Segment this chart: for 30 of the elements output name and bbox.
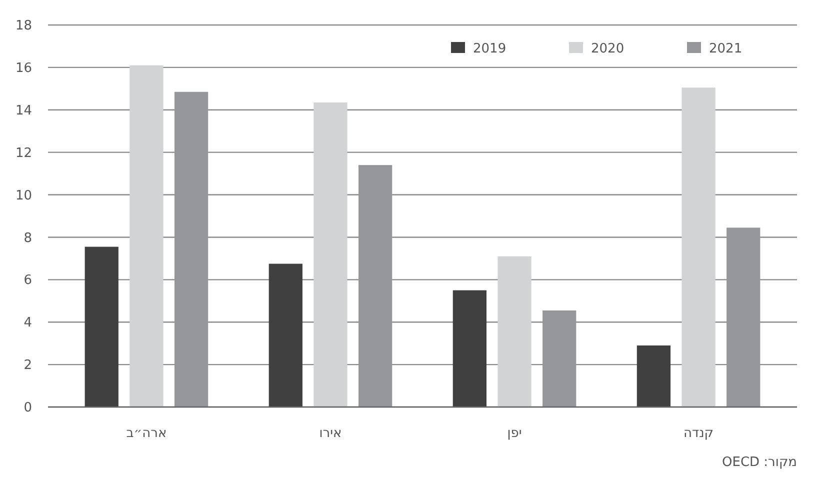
x-tick-label: ארה״ב xyxy=(126,426,167,441)
text: מקור: OECD xyxy=(722,455,797,470)
y-tick-label: 4 xyxy=(24,316,32,331)
bar xyxy=(174,92,208,407)
bar xyxy=(636,345,671,407)
x-tick-label: אירו xyxy=(319,426,342,441)
y-tick-label: 0 xyxy=(24,400,32,416)
bar xyxy=(542,310,576,407)
y-tick-label: 6 xyxy=(24,273,32,288)
y-tick-label: 8 xyxy=(24,230,32,246)
bar xyxy=(726,228,760,407)
y-tick-label: 12 xyxy=(15,146,32,161)
y-tick-label: 10 xyxy=(15,188,32,204)
y-tick-label: 2 xyxy=(24,358,32,374)
bar xyxy=(452,290,486,407)
bar xyxy=(682,88,716,407)
x-tick-label: קנדה xyxy=(684,426,714,441)
y-tick-label: 16 xyxy=(15,60,32,76)
legend-label: 2020 xyxy=(591,42,624,57)
legend-label: 2021 xyxy=(709,42,742,57)
bar xyxy=(268,264,302,407)
bar xyxy=(358,165,392,407)
y-tick-label: 14 xyxy=(15,103,32,118)
bar xyxy=(498,256,532,407)
x-tick-label: יפן xyxy=(507,426,522,441)
legend-label: 2019 xyxy=(473,42,506,57)
bar xyxy=(84,246,118,407)
bar xyxy=(314,102,348,407)
bar xyxy=(130,65,164,407)
y-tick-label: 18 xyxy=(15,18,32,34)
